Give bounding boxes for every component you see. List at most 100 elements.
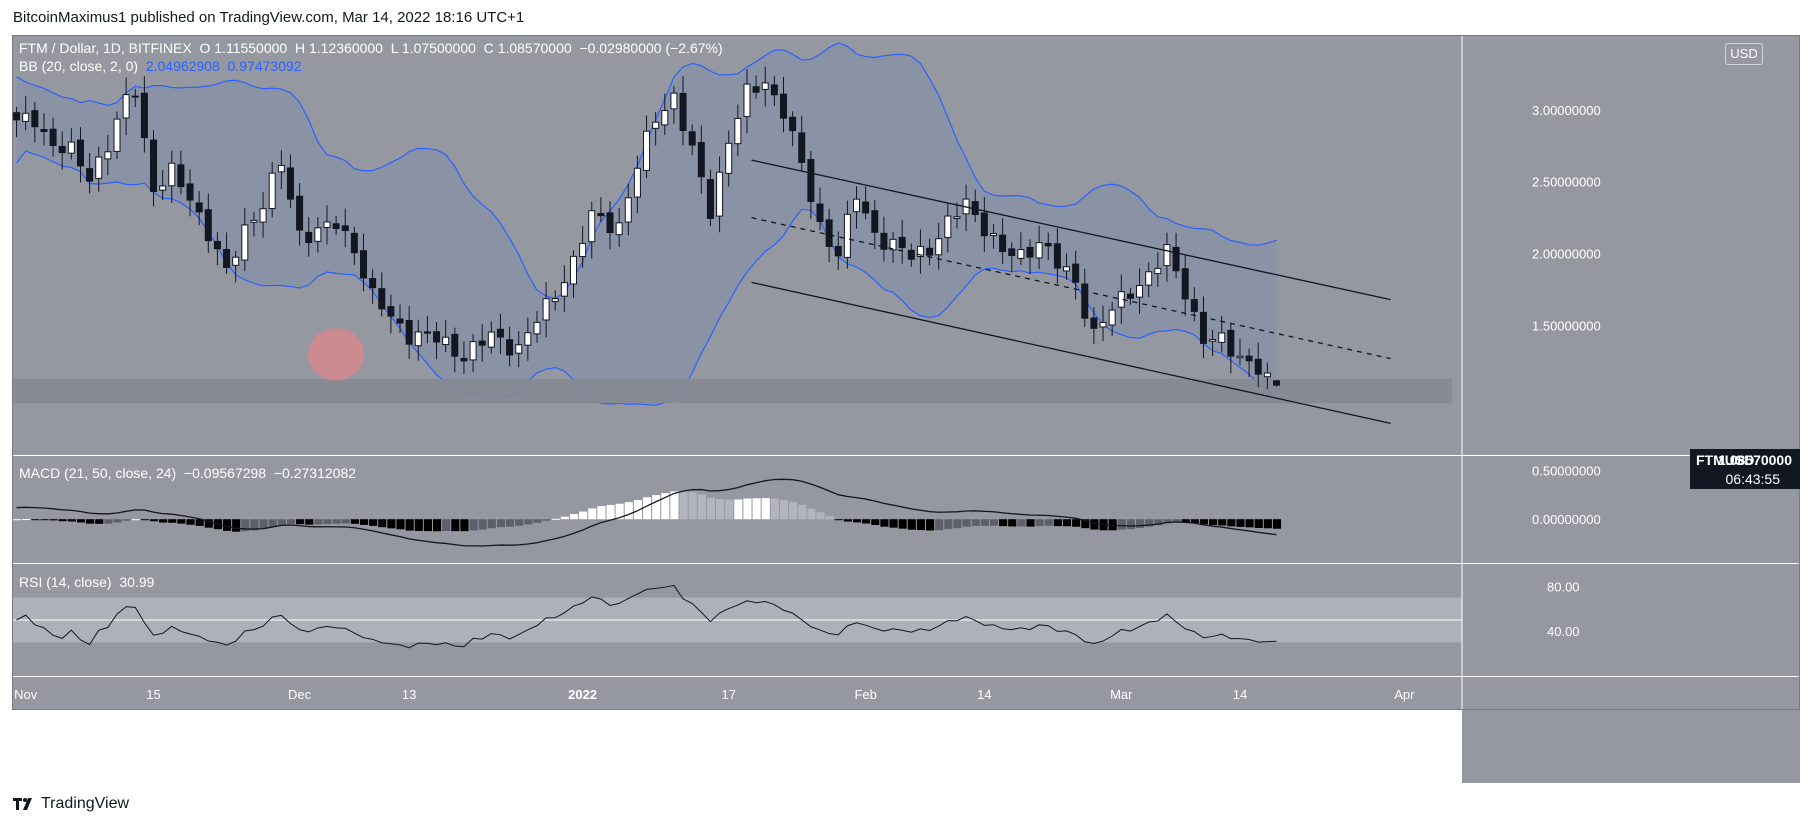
macd-histogram-bar [652, 495, 661, 520]
macd-histogram-bar [907, 519, 916, 530]
chart-canvas[interactable]: 3.00000000 2.50000000 2.00000000 1.50000000… [12, 35, 1800, 783]
macd-histogram-bar [31, 519, 40, 521]
candle-body [241, 224, 249, 261]
legend-c: 1.08570000 [497, 40, 572, 56]
macd-histogram-bar [779, 500, 789, 520]
candle-body [150, 139, 158, 193]
macd-histogram-bar [1135, 519, 1145, 529]
candle-body [816, 203, 824, 222]
macd-histogram-bar [40, 519, 49, 521]
time-axis-label: 15 [146, 687, 160, 702]
macd-histogram-bar [49, 519, 58, 521]
candle-body [195, 202, 203, 213]
macd-histogram-bar [268, 519, 277, 527]
candle-body [880, 232, 888, 250]
candle-body [360, 250, 368, 279]
macd-histogram-bar [725, 499, 734, 520]
legend-o: 1.11550000 [214, 40, 288, 56]
time-axis-label: Mar [1110, 687, 1133, 702]
candle-body [624, 197, 632, 223]
time-axis-label: Dec [288, 687, 312, 702]
bb-label: BB (20, close, 2, 0) [19, 58, 139, 74]
macd-histogram-bar [286, 519, 296, 524]
macd-histogram-bar [560, 516, 569, 520]
channel-line-1 [751, 159, 1391, 301]
macd-histogram-bar [588, 508, 597, 520]
candle-body [177, 164, 185, 188]
macd-histogram-bar [222, 519, 232, 531]
macd-histogram-bar [697, 494, 706, 520]
rsi-label: RSI (14, close) [19, 574, 112, 590]
macd-histogram-bar [496, 519, 506, 528]
macd-label: MACD (21, 50, close, 24) [19, 465, 177, 481]
macd-v1: −0.09567298 [183, 465, 267, 481]
legend-rsi: RSI (14, close) 30.99 [19, 574, 154, 590]
macd-histogram-bar [86, 519, 95, 524]
macd-histogram-bar [1199, 519, 1209, 525]
macd-histogram-bar [761, 498, 770, 520]
bollinger-fill [16, 43, 1277, 406]
candle-body [204, 209, 212, 242]
macd-histogram-bar [944, 519, 953, 530]
time-axis-label: 13 [402, 687, 416, 702]
candle-body [341, 225, 349, 232]
macd-histogram-bar [926, 519, 935, 531]
candle-body [1026, 246, 1034, 258]
candle-body [396, 318, 404, 324]
candle-body [560, 282, 568, 297]
macd-histogram-bar [195, 519, 204, 526]
macd-histogram-bar [442, 519, 451, 531]
time-axis-label: 14 [1233, 687, 1247, 702]
macd-histogram-bar [122, 519, 131, 521]
macd-histogram-bar [880, 519, 889, 527]
macd-line [16, 478, 1277, 547]
price-axis-label: 1.50000000 [1532, 319, 1601, 334]
macd-histogram-bar [140, 519, 149, 521]
currency-badge[interactable]: USD [1725, 43, 1763, 65]
candle-body [1090, 317, 1098, 329]
macd-histogram-bar [670, 491, 679, 520]
macd-histogram-bar [1081, 519, 1090, 529]
candle-body [76, 139, 84, 167]
legend-l-label: L [390, 40, 399, 56]
candle-body [825, 219, 833, 247]
macd-histogram-bar [542, 519, 551, 521]
macd-histogram-bar [323, 519, 332, 524]
candle-body [615, 222, 623, 236]
macd-histogram-bar [451, 519, 460, 532]
macd-histogram-bar [916, 519, 925, 531]
candle-body [633, 167, 641, 198]
macd-histogram-bar [1035, 519, 1044, 527]
candle-body [250, 219, 258, 223]
macd-histogram-bar [168, 519, 177, 523]
chart-area[interactable]: 3.00000000 2.50000000 2.00000000 1.50000000… [12, 35, 1800, 783]
macd-histogram-bar [935, 519, 944, 531]
macd-histogram-bar [67, 519, 76, 522]
candle-body [451, 333, 459, 357]
candle-body [569, 255, 577, 285]
macd-histogram-bar [22, 519, 31, 521]
macd-histogram-bar [259, 519, 268, 530]
macd-histogram-bar [1245, 519, 1254, 528]
macd-histogram-bar [1272, 519, 1282, 529]
time-axis-label: 17 [721, 687, 735, 702]
macd-histogram-bar [953, 519, 962, 529]
candle-body [223, 248, 231, 268]
candle-body [734, 117, 742, 145]
macd-histogram-bar [597, 506, 606, 520]
candle-body [478, 340, 486, 346]
legend-l: 1.07500000 [401, 40, 476, 56]
candle-body [706, 179, 714, 219]
price-axis-label: 3.00000000 [1532, 103, 1601, 118]
candle-body [286, 167, 294, 200]
macd-histogram-bar [1154, 519, 1163, 526]
macd-v2: −0.27312082 [273, 465, 357, 481]
candle-body [989, 232, 997, 237]
tradingview-logo-icon [13, 798, 32, 810]
candle-body [1044, 242, 1052, 247]
rsi-line [16, 584, 1277, 649]
footer-brand[interactable]: TradingView [13, 795, 129, 813]
candle-body [378, 288, 386, 310]
candle-body [213, 240, 221, 250]
macd-histogram-bar [1062, 519, 1072, 527]
